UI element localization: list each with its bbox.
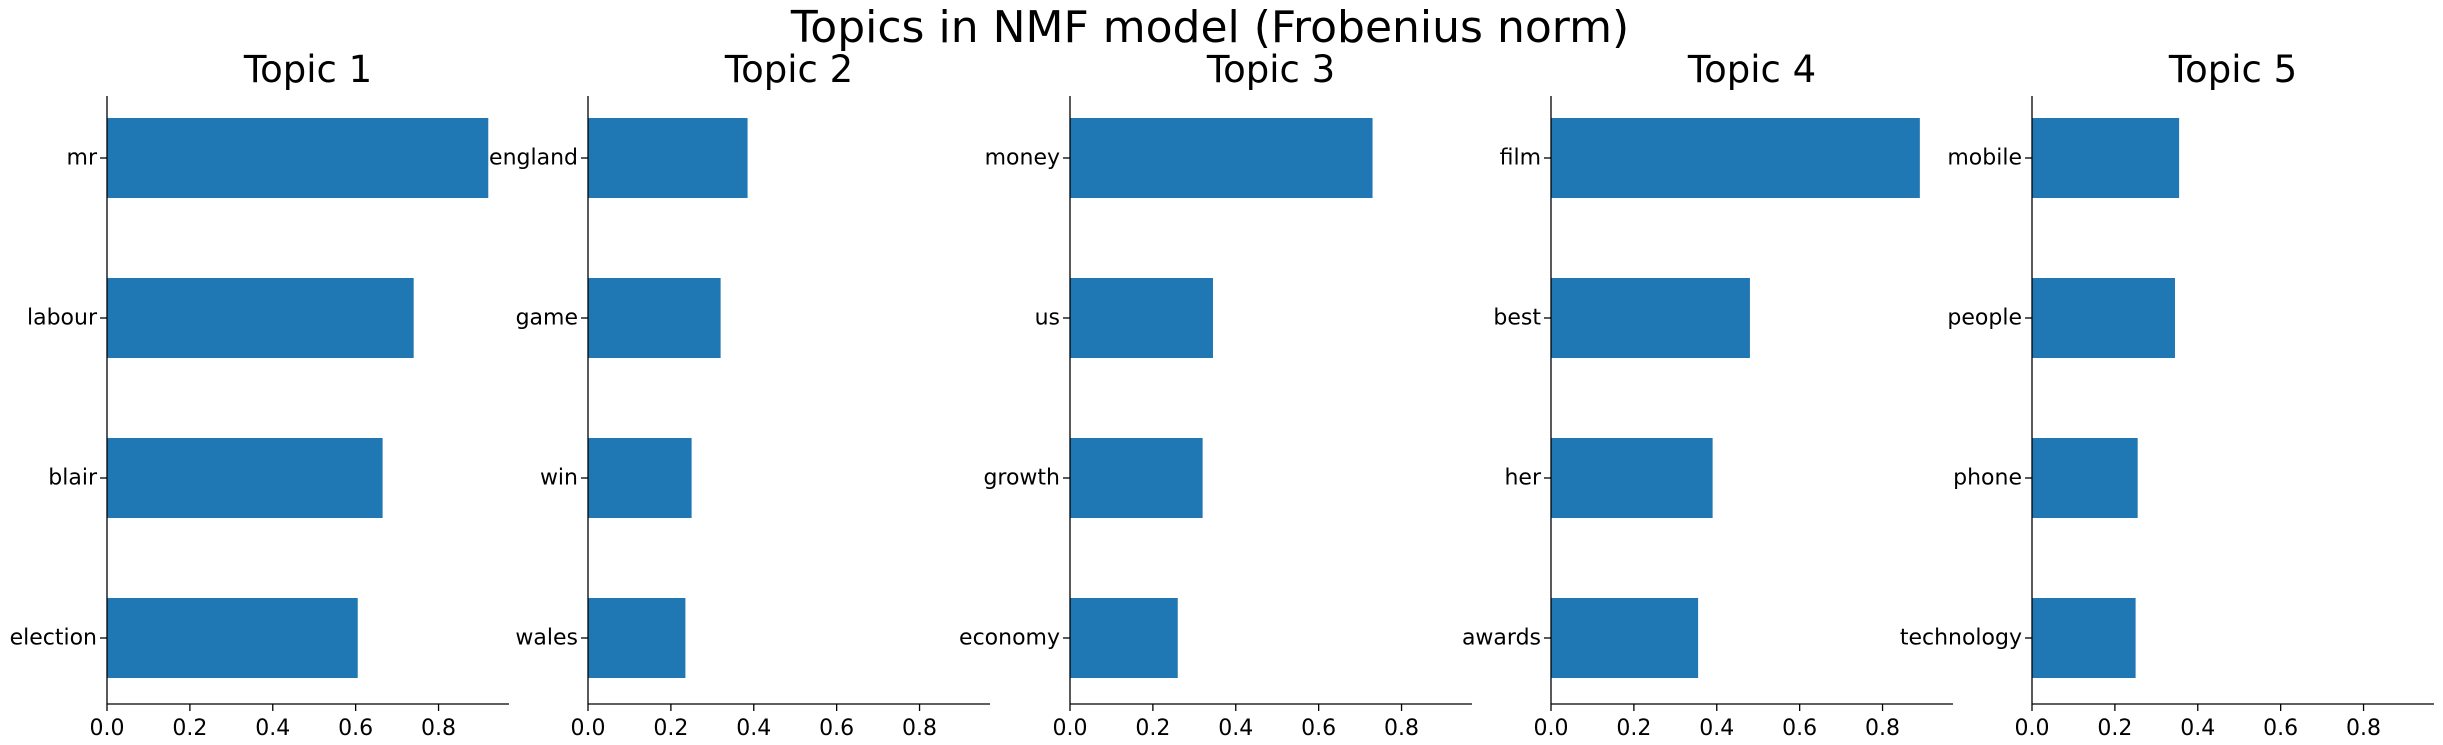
bar (2032, 438, 2138, 518)
category-label: game (516, 306, 578, 331)
x-tick-label: 0.4 (1218, 716, 1253, 741)
bar (107, 118, 489, 198)
x-tick-label: 0.8 (1384, 716, 1419, 741)
x-tick-label: 0.0 (2015, 716, 2050, 741)
figure-title: Topics in NMF model (Frobenius norm) (790, 2, 1629, 53)
category-label: her (1504, 466, 1541, 491)
category-label: film (1500, 146, 1541, 171)
category-label: money (985, 146, 1060, 171)
x-tick-label: 0.6 (2263, 716, 2298, 741)
category-label: technology (1900, 626, 2022, 651)
bar (1070, 118, 1373, 198)
bar (1551, 118, 1920, 198)
bar (588, 278, 721, 358)
category-label: england (489, 146, 578, 171)
topic-panel-1: Topic 1 mr labour blair election 0.0 0.2 0.4 0.6… (10, 48, 509, 741)
panel-title: Topic 2 (724, 48, 853, 91)
bar (1551, 438, 1713, 518)
panel-title: Topic 3 (1206, 48, 1335, 91)
x-tick-label: 0.0 (1053, 716, 1088, 741)
x-tick-label: 0.2 (172, 716, 207, 741)
bar (588, 438, 692, 518)
bar (107, 598, 358, 678)
topic-panel-5: Topic 5 mobile people phone technology 0.0 0.2… (1900, 48, 2434, 741)
x-tick-label: 0.6 (338, 716, 373, 741)
category-label: win (540, 466, 578, 491)
category-label: election (10, 626, 97, 651)
bar (1551, 598, 1699, 678)
bar (2032, 598, 2136, 678)
category-label: phone (1953, 466, 2022, 491)
x-tick-label: 0.8 (902, 716, 937, 741)
x-tick-label: 0.4 (2180, 716, 2215, 741)
topic-panel-3: Topic 3 money us growth economy 0.0 0.2 0.4 0.6 0… (959, 48, 1472, 741)
category-label: labour (27, 306, 98, 331)
topic-panel-4: Topic 4 film best her awards 0.0 0.2 0.4 0.6 0.8 (1462, 48, 1953, 741)
x-tick-label: 0.6 (819, 716, 854, 741)
x-tick-label: 0.8 (2346, 716, 2381, 741)
bar (1551, 278, 1750, 358)
x-tick-label: 0.2 (2097, 716, 2132, 741)
topic-panel-2: Topic 2 england game win wales 0.0 0.2 0.4 0.6 0.… (489, 48, 990, 741)
category-label: blair (48, 466, 98, 491)
bar (2032, 278, 2175, 358)
bar (1070, 598, 1178, 678)
x-tick-label: 0.2 (653, 716, 688, 741)
bar (1070, 278, 1213, 358)
category-label: wales (515, 626, 578, 651)
x-tick-label: 0.2 (1135, 716, 1170, 741)
category-label: awards (1462, 626, 1541, 651)
x-tick-label: 0.4 (255, 716, 290, 741)
x-tick-label: 0.4 (736, 716, 771, 741)
panel-title: Topic 1 (243, 48, 372, 91)
x-tick-label: 0.4 (1699, 716, 1734, 741)
x-tick-label: 0.2 (1616, 716, 1651, 741)
category-label: us (1035, 306, 1060, 331)
x-tick-label: 0.0 (571, 716, 606, 741)
x-tick-label: 0.6 (1301, 716, 1336, 741)
category-label: mr (67, 146, 98, 171)
x-tick-label: 0.0 (1534, 716, 1569, 741)
category-label: mobile (1947, 146, 2022, 171)
x-tick-label: 0.8 (1865, 716, 1900, 741)
category-label: growth (983, 466, 1060, 491)
bar (107, 438, 383, 518)
bar (2032, 118, 2180, 198)
bar (107, 278, 414, 358)
category-label: best (1493, 306, 1541, 331)
panel-title: Topic 5 (2168, 48, 2297, 91)
bar (588, 598, 686, 678)
bar (1070, 438, 1203, 518)
panel-title: Topic 4 (1687, 48, 1816, 91)
x-tick-label: 0.8 (421, 716, 456, 741)
bar (588, 118, 748, 198)
x-tick-label: 0.0 (90, 716, 125, 741)
x-tick-label: 0.6 (1782, 716, 1817, 741)
category-label: economy (959, 626, 1060, 651)
category-label: people (1947, 306, 2022, 331)
